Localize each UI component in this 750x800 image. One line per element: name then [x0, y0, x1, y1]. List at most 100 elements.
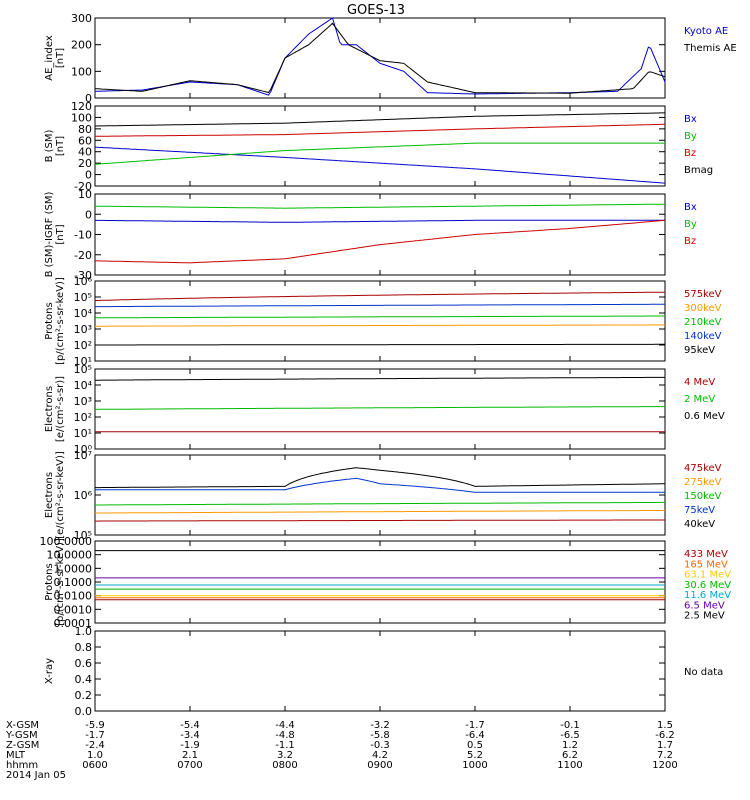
- series-line-210kev: [95, 315, 665, 319]
- legend-entry: 433 MeV: [684, 549, 728, 560]
- ephemeris-value: -3.4: [180, 730, 200, 741]
- ephemeris-value: 1.0: [87, 750, 103, 761]
- y-tick-label: 10³: [74, 323, 92, 336]
- y-tick-label: 10⁴: [74, 379, 93, 392]
- y-tick-label: 10³: [74, 395, 92, 408]
- ephemeris-value: -5.9: [85, 720, 105, 731]
- ephemeris-table: X-GSM -5.9 -5.4 -4.4 -3.2 -1.7 -0.1 1.5 Y-GSM -1.…: [5, 720, 678, 781]
- series-line-bx: [94, 219, 665, 223]
- ephemeris-value: -5.4: [180, 720, 200, 731]
- ephemeris-value: -2.4: [85, 740, 105, 751]
- chart-title: GOES-13: [347, 3, 405, 18]
- y-tick-label: 10²: [74, 339, 92, 352]
- series-line-150kev: [95, 501, 665, 506]
- y-axis-label: [e/(cm²-s-sr-keV)]: [55, 451, 66, 539]
- legend-entry: Bmag: [684, 165, 713, 176]
- series-line-40kev: [95, 467, 665, 489]
- y-tick-label: 100.0000: [40, 535, 93, 548]
- legend-entry: 95keV: [684, 345, 715, 356]
- legend-entry: 11.6 MeV: [684, 590, 731, 601]
- panel-frames: [94, 17, 666, 712]
- ephemeris-row-label: hhmm: [6, 760, 38, 771]
- ephemeris-value: -1.7: [85, 730, 105, 741]
- y-tick-label: 0.0001: [54, 617, 93, 630]
- ephemeris-value: 0.5: [467, 740, 483, 751]
- series-line-bz: [94, 219, 666, 264]
- y-tick-label: 0.1000: [54, 576, 93, 589]
- y-axis-label: [e/(cm²-s-sr)]: [55, 376, 66, 442]
- ephemeris-value: -6.4: [465, 730, 485, 741]
- series-line-by: [94, 142, 665, 165]
- ephemeris-value: 2.1: [182, 750, 198, 761]
- y-axis-label: X-ray: [44, 658, 55, 684]
- series-line-themis-ae: [94, 22, 666, 94]
- series-line-0-6-mev: [95, 376, 665, 381]
- legend-entry: Kyoto AE: [684, 26, 728, 37]
- y-tick-label: 0: [85, 169, 92, 182]
- legend-entry: 140keV: [684, 331, 722, 342]
- ephemeris-value: -6.5: [560, 730, 580, 741]
- y-tick-label: 1.0000: [54, 562, 93, 575]
- legend-entry: Bx: [684, 114, 697, 125]
- legend-entry: 210keV: [684, 317, 722, 328]
- ephemeris-row-label: MLT: [6, 750, 26, 761]
- ephemeris-value: 4.2: [372, 750, 388, 761]
- y-tick-label: 10⁵: [74, 291, 92, 304]
- y-tick-label: -10: [74, 229, 92, 242]
- y-axis-label: Electrons: [44, 472, 55, 518]
- ephemeris-value: 3.2: [277, 750, 293, 761]
- y-tick-label: 300: [71, 12, 92, 25]
- series-line-140kev: [95, 303, 665, 308]
- legend-entry: 150keV: [684, 491, 722, 502]
- y-tick-label: 10⁴: [74, 307, 93, 320]
- y-tick-label: 10.0000: [47, 549, 93, 562]
- y-tick-label: 0.0010: [54, 603, 93, 616]
- legend-entry: 165 MeV: [684, 559, 728, 570]
- y-tick-label: 10¹: [74, 355, 92, 368]
- ephemeris-value: 1.5: [657, 720, 673, 731]
- ephemeris-value: -4.4: [275, 720, 295, 731]
- ephemeris-value: 1200: [652, 760, 677, 771]
- y-axis-label: Protons: [44, 302, 55, 339]
- y-tick-label: 0.2: [75, 689, 93, 702]
- ephemeris-value: -3.2: [370, 720, 390, 731]
- legend-entry: No data: [684, 667, 723, 678]
- y-tick-label: 0.8: [75, 641, 93, 654]
- y-tick-label: 10⁵: [74, 529, 92, 542]
- ephemeris-value: 0600: [82, 760, 107, 771]
- ephemeris-row-label: Z-GSM: [6, 740, 39, 751]
- legends: Kyoto AE Themis AE Bx By Bz Bmag Bx By Bz 575keV 3…: [683, 26, 737, 678]
- legend-entry: 475keV: [684, 463, 722, 474]
- series-line-475kev: [95, 519, 665, 522]
- y-tick-label: -20: [74, 249, 92, 262]
- y-tick-label: 10⁶: [74, 275, 93, 288]
- y-tick-label: 1.0: [75, 625, 93, 638]
- series-line-bz: [95, 123, 665, 137]
- y-tick-label: 40: [78, 146, 92, 159]
- y-tick-label: 0: [85, 92, 92, 105]
- y-tick-label: 0.4: [75, 673, 93, 686]
- series-line-95kev: [95, 343, 665, 346]
- series-line-2-mev: [95, 406, 666, 410]
- ephemeris-value: -0.3: [370, 740, 390, 751]
- y-tick-label: 10: [78, 188, 92, 201]
- y-axis-label: [p/(cm²-s-sr-keV)]: [55, 277, 66, 365]
- ephemeris-value: 0800: [272, 760, 297, 771]
- y-axis-label: B (SM)-IGRF (SM): [44, 192, 55, 278]
- y-tick-label: 10¹: [74, 427, 92, 440]
- series-line-by: [95, 203, 666, 209]
- y-axis-label: B (SM): [44, 129, 55, 162]
- ephemeris-row-label: X-GSM: [6, 720, 39, 731]
- legend-entry: 2.5 MeV: [684, 611, 725, 622]
- legend-entry: Themis AE: [683, 43, 737, 54]
- ephemeris-value: 6.2: [562, 750, 578, 761]
- ephemeris-value: 1.7: [657, 740, 673, 751]
- ephemeris-value: 7.2: [657, 750, 673, 761]
- legend-entry: 75keV: [684, 505, 715, 516]
- panel-frame: [94, 454, 666, 536]
- legend-entry: 2 MeV: [684, 394, 715, 405]
- y-tick-label: 0.0: [75, 705, 93, 718]
